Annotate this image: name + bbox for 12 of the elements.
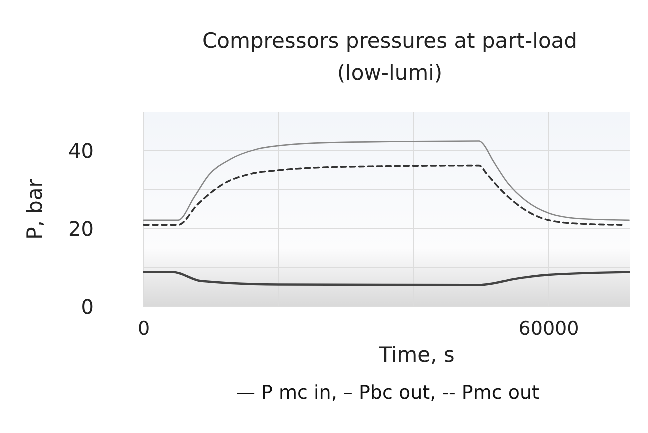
line-series bbox=[143, 164, 623, 226]
y-tick-label: 20 bbox=[68, 217, 94, 241]
line-series bbox=[142, 271, 630, 286]
y-axis-title: P, bar bbox=[23, 178, 47, 240]
line-series bbox=[143, 140, 630, 222]
x-axis-title: Time, s bbox=[378, 343, 455, 367]
x-tick-label: 60000 bbox=[518, 318, 580, 340]
chart-title: Compressors pressures at part-load bbox=[202, 29, 578, 53]
y-tick-label: 0 bbox=[81, 295, 94, 319]
chart-subtitle: (low-lumi) bbox=[337, 61, 443, 85]
text: — P mc in, – Pbc out, -- Pmc out bbox=[236, 382, 540, 404]
y-tick-label: 40 bbox=[68, 139, 94, 163]
